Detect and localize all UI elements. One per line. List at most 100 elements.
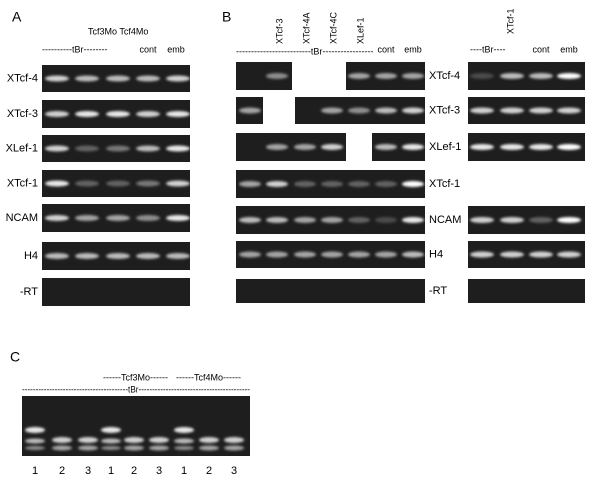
band: [136, 215, 160, 221]
lane-number: 2: [206, 465, 212, 477]
band: [124, 445, 144, 451]
row-label: XTcf-4: [429, 70, 460, 82]
band: [75, 111, 99, 117]
band: [375, 107, 397, 114]
band: [402, 73, 424, 79]
band: [174, 446, 194, 450]
row-label: H4: [429, 248, 443, 260]
band: [124, 437, 144, 443]
band: [402, 181, 424, 187]
band: [239, 217, 261, 223]
band: [266, 144, 288, 150]
lane-label: XLef-1: [355, 17, 365, 44]
row-label: H4: [24, 250, 38, 262]
band: [106, 75, 130, 82]
lane-number: 2: [59, 465, 65, 477]
band: [149, 445, 169, 451]
band: [106, 111, 130, 117]
band: [166, 180, 190, 187]
band: [500, 144, 524, 150]
band: [348, 73, 370, 79]
band: [375, 181, 397, 187]
band: [75, 75, 99, 82]
band: [348, 107, 370, 114]
band: [174, 438, 194, 444]
band: [266, 217, 288, 223]
band: [224, 437, 244, 443]
band: [321, 181, 343, 187]
row-label: NCAM: [6, 212, 38, 224]
header: ---------------------------------------t…: [22, 384, 250, 394]
band: [45, 111, 69, 117]
band: [166, 253, 190, 259]
band: [500, 251, 524, 258]
header: ------Tcf3Mo------: [103, 372, 168, 382]
header: emb: [560, 44, 578, 54]
header: cont: [532, 44, 550, 54]
band: [266, 181, 288, 187]
band: [75, 253, 99, 259]
band: [149, 437, 169, 443]
header: emb: [167, 44, 185, 54]
lane-label: XTcf-4C: [328, 11, 338, 44]
band: [52, 437, 72, 443]
band: [25, 438, 45, 444]
band: [101, 427, 121, 433]
band: [45, 215, 69, 221]
band: [470, 217, 494, 223]
band: [294, 251, 316, 258]
band: [500, 217, 524, 223]
band: [402, 251, 424, 258]
band: [45, 253, 69, 259]
band: [266, 251, 288, 258]
row-label: NCAM: [429, 214, 461, 226]
row-label: XLef-1: [6, 142, 38, 154]
band: [470, 144, 494, 150]
band: [199, 437, 219, 443]
header: ----------tBr--------: [42, 44, 107, 54]
band: [52, 445, 72, 451]
panel-label: C: [10, 349, 20, 365]
band: [500, 107, 524, 114]
band: [294, 144, 316, 150]
band: [166, 145, 190, 152]
band: [106, 215, 130, 221]
row-label: -RT: [20, 286, 38, 298]
band: [402, 144, 424, 150]
band: [557, 251, 581, 258]
lane-number: 1: [181, 465, 187, 477]
band: [136, 253, 160, 259]
band: [375, 73, 397, 79]
band: [106, 145, 130, 152]
band: [101, 438, 121, 444]
band: [321, 107, 343, 114]
band: [136, 180, 160, 187]
band: [375, 217, 397, 223]
header: -------------------------tBr------------…: [236, 46, 373, 56]
band: [529, 217, 553, 223]
band: [78, 445, 98, 451]
header: cont: [139, 44, 157, 54]
lane-label: XTcf-4A: [301, 12, 311, 44]
band: [45, 180, 69, 187]
lane-number: 2: [131, 465, 137, 477]
lane-number: 1: [108, 465, 114, 477]
row-label: -RT: [429, 285, 447, 297]
band: [470, 107, 494, 114]
band: [557, 73, 581, 79]
lane-number: 3: [231, 465, 237, 477]
band: [75, 215, 99, 221]
band: [136, 75, 160, 82]
row-label: XTcf-3: [7, 108, 38, 120]
band: [106, 253, 130, 259]
band: [294, 181, 316, 187]
band: [78, 437, 98, 443]
header: cont: [377, 44, 395, 54]
band: [174, 427, 194, 433]
header: ----tBr----: [470, 44, 505, 54]
band: [375, 251, 397, 258]
gel: [468, 279, 585, 303]
band: [321, 144, 343, 150]
band: [500, 73, 524, 79]
